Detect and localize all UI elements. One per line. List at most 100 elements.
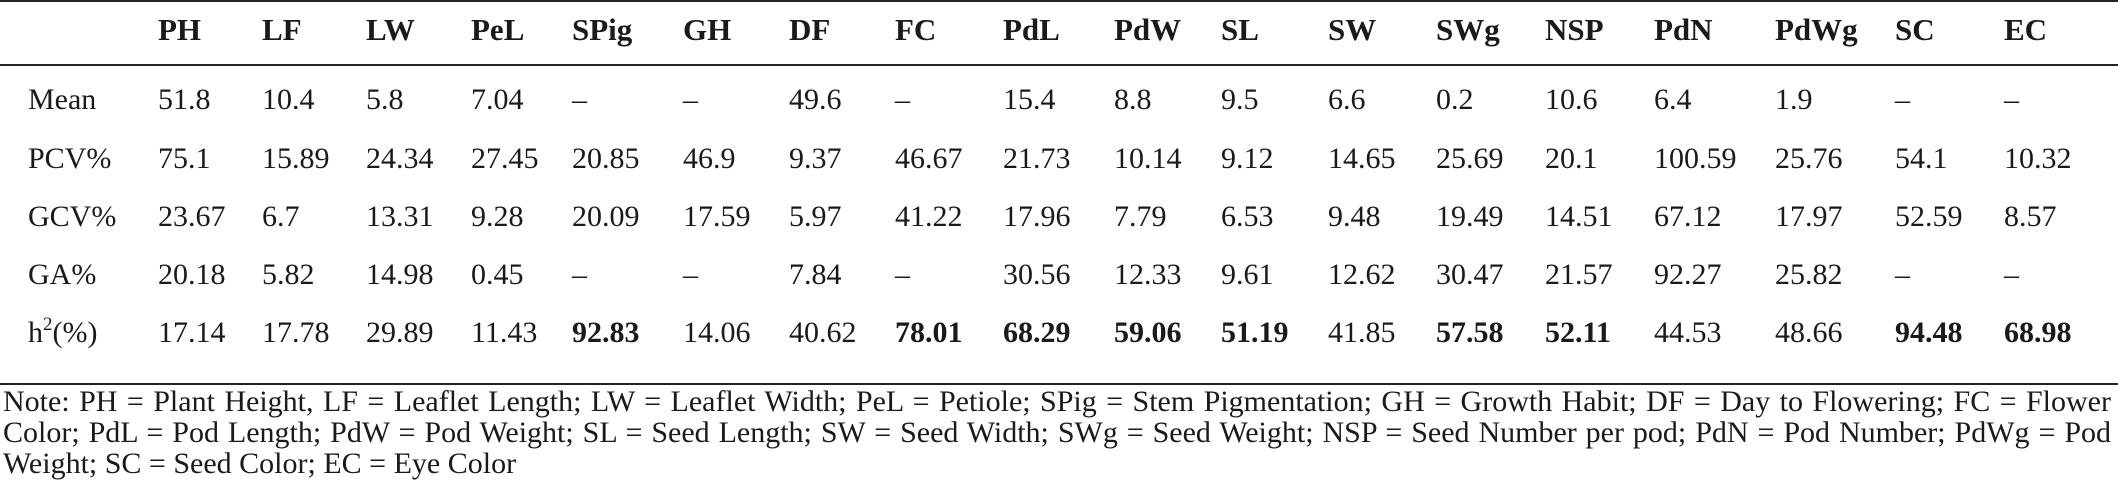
table-cell: 14.65 [1328,142,1396,175]
table-cell: 41.85 [1328,316,1396,349]
table-cell: 5.82 [262,258,315,291]
table-cell: 21.73 [1003,142,1071,175]
row-label-base: h [28,316,43,349]
row-label-superscript: 2 [43,314,53,335]
column-header-ph: PH [158,12,202,47]
column-header-gh: GH [683,12,732,47]
table-cell: 68.98 [2004,316,2072,349]
row-label-mean: Mean [28,83,97,116]
table-cell: 9.61 [1221,258,1274,291]
table-cell: 48.66 [1775,316,1843,349]
table-cell: 49.6 [789,83,842,116]
table-cell: 15.4 [1003,83,1056,116]
table-cell: 20.1 [1545,142,1598,175]
table-note: Note: PH = Plant Height, LF = Leaflet Le… [3,385,2111,480]
row-label-suffix: (%) [52,316,98,349]
table-cell: 51.19 [1221,316,1289,349]
table-cell: 75.1 [158,142,211,175]
table-cell: 15.89 [262,142,330,175]
table-cell: 44.53 [1654,316,1722,349]
table-cell: 100.59 [1654,142,1737,175]
column-header-sl: SL [1221,12,1259,47]
table-top-rule [0,0,2118,2]
table-cell: 5.97 [789,200,842,233]
table-cell: 57.58 [1436,316,1504,349]
table-cell: 20.09 [572,200,640,233]
column-header-sc: SC [1895,12,1935,47]
column-header-lw: LW [366,12,415,47]
table-cell: 17.14 [158,316,226,349]
table-cell: 94.48 [1895,316,1963,349]
table-cell: 6.53 [1221,200,1274,233]
table-cell: 14.51 [1545,200,1613,233]
table-cell: 23.67 [158,200,226,233]
table-cell: 0.45 [471,258,524,291]
table-cell: – [572,258,587,291]
table-cell: 9.5 [1221,83,1259,116]
table-cell: – [2004,258,2019,291]
row-label-gcv: GCV% [28,200,117,233]
table-cell: – [683,258,698,291]
table-cell: 17.78 [262,316,330,349]
table-cell: – [895,83,910,116]
table-cell: 12.33 [1114,258,1182,291]
table-cell: 59.06 [1114,316,1182,349]
table-cell: 17.59 [683,200,751,233]
column-header-pdn: PdN [1654,12,1713,47]
column-header-sw: SW [1328,12,1377,47]
table-cell: 19.49 [1436,200,1504,233]
table-cell: – [1895,258,1910,291]
table-cell: 52.11 [1545,316,1611,349]
table-cell: 10.14 [1114,142,1182,175]
table-cell: 51.8 [158,83,211,116]
table-cell: 7.04 [471,83,524,116]
table-cell: 5.8 [366,83,404,116]
table-cell: – [895,258,910,291]
table-cell: 13.31 [366,200,434,233]
column-header-lf: LF [262,12,302,47]
table-cell: 10.4 [262,83,315,116]
table-cell: 7.79 [1114,200,1167,233]
column-header-fc: FC [895,12,937,47]
table-cell: 17.97 [1775,200,1843,233]
column-header-pdw: PdW [1114,12,1182,47]
table-cell: 68.29 [1003,316,1071,349]
table-cell: 52.59 [1895,200,1963,233]
table-cell: 9.37 [789,142,842,175]
table-cell: 25.76 [1775,142,1843,175]
table-cell: 14.06 [683,316,751,349]
table-cell: 41.22 [895,200,963,233]
table-cell: 21.57 [1545,258,1613,291]
table-cell: 24.34 [366,142,434,175]
table-cell: 54.1 [1895,142,1948,175]
table-cell: 10.32 [2004,142,2072,175]
row-label-ga: GA% [28,258,97,291]
table-cell: 46.67 [895,142,963,175]
table-cell: 0.2 [1436,83,1474,116]
table-cell: 46.9 [683,142,736,175]
table-bottom-rule [0,383,2118,385]
table-header-rule [0,64,2118,66]
table-cell: 78.01 [895,316,963,349]
table-cell: 20.85 [572,142,640,175]
table-cell: 25.82 [1775,258,1843,291]
table-cell: – [1895,83,1910,116]
column-header-swg: SWg [1436,12,1500,47]
column-header-df: DF [789,12,831,47]
table-cell: 9.12 [1221,142,1274,175]
table-cell: 27.45 [471,142,539,175]
column-header-nsp: NSP [1545,12,1604,47]
table-cell: – [572,83,587,116]
table-cell: 7.84 [789,258,842,291]
table-cell: 17.96 [1003,200,1071,233]
table-cell: 6.7 [262,200,300,233]
table-cell: 30.47 [1436,258,1504,291]
column-header-spig: SPig [572,12,633,47]
column-header-pdl: PdL [1003,12,1060,47]
table-cell: 25.69 [1436,142,1504,175]
table-cell: – [2004,83,2019,116]
row-label-pcv: PCV% [28,142,112,175]
table-cell: 14.98 [366,258,434,291]
table-cell: 29.89 [366,316,434,349]
